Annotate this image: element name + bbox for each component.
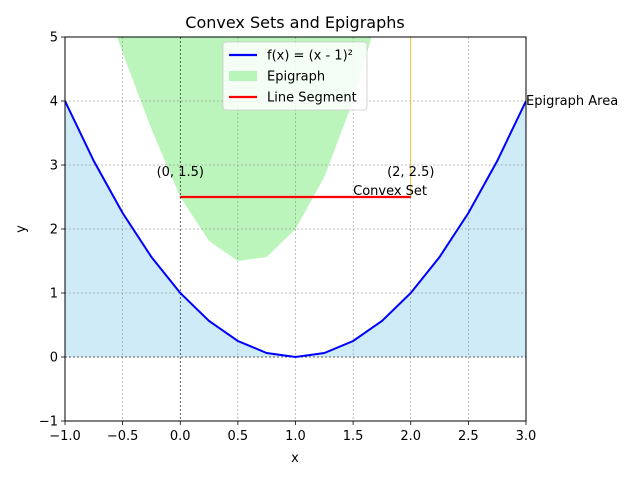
annotation-3: Epigraph Area (526, 94, 618, 109)
y-tick-label: 0 (50, 351, 58, 366)
annotation-1: (2, 2.5) (387, 165, 434, 180)
legend-label-0: f(x) = (x - 1)² (267, 49, 353, 64)
x-tick-label: −0.5 (107, 429, 139, 444)
y-tick-label: 1 (50, 287, 58, 302)
legend-box (222, 41, 368, 111)
y-tick-label: 3 (50, 159, 58, 174)
x-tick-label: 0.5 (228, 429, 249, 444)
x-tick-label: 1.5 (343, 429, 364, 444)
function-curve (65, 100, 526, 359)
x-tick-label: 1.0 (285, 429, 306, 444)
annotation-2: Convex Set (353, 184, 427, 199)
x-tick-label: 3.0 (516, 429, 537, 444)
legend-label-1: Epigraph (267, 70, 325, 85)
x-tick-label: 2.0 (400, 429, 421, 444)
chart-title: Convex Sets and Epigraphs (185, 13, 404, 32)
y-tick-label: 4 (50, 95, 58, 110)
x-axis-label: x (291, 451, 299, 466)
x-tick-label: 0.0 (170, 429, 191, 444)
y-tick-label: −1 (39, 415, 58, 430)
y-axis-label: y (14, 225, 29, 233)
legend-label-2: Line Segment (267, 91, 357, 106)
legend: f(x) = (x - 1)² Epigraph Line Segment (222, 41, 368, 111)
y-tick-label: 2 (50, 223, 58, 238)
legend-swatch-epigraph (229, 71, 257, 81)
annotation-0: (0, 1.5) (157, 165, 204, 180)
y-tick-label: 5 (50, 31, 58, 46)
x-tick-label: 2.5 (458, 429, 479, 444)
x-tick-label: −1.0 (49, 429, 81, 444)
